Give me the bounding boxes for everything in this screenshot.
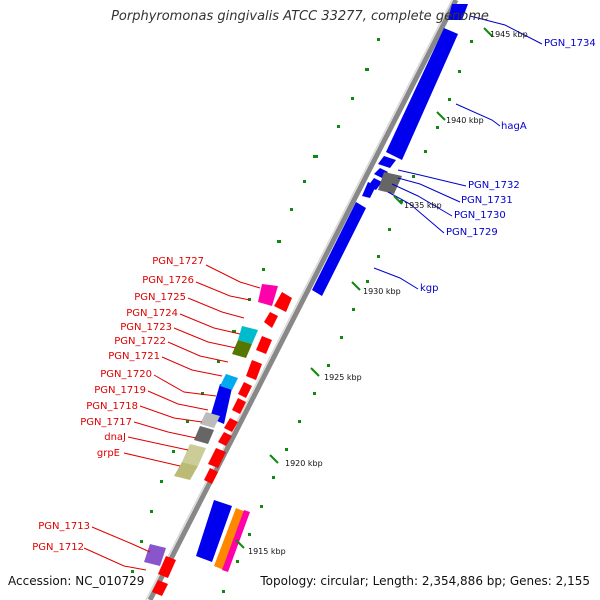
tick-label: 1915 kbp (248, 547, 286, 556)
tick-label: 1925 kbp (324, 373, 362, 382)
gene-hagA (386, 28, 458, 160)
gene-label-pgn-1713[interactable]: PGN_1713 (38, 521, 90, 532)
gene-pgn-1712 (144, 544, 166, 566)
genome-backbone (145, 0, 459, 600)
gene-pgn-1734 (448, 4, 468, 20)
gene-label-pgn-1726[interactable]: PGN_1726 (142, 275, 194, 286)
gc-content-track-inner (222, 40, 473, 593)
gene-pgn-1712b (158, 556, 176, 578)
genome-summary: Topology: circular; Length: 2,354,886 bp… (260, 574, 590, 588)
gene-pgn-1718 (200, 412, 220, 428)
rna-orange (214, 508, 246, 570)
gene-label-hagA[interactable]: hagA (501, 121, 527, 132)
gene-label-kgp[interactable]: kgp (420, 283, 439, 294)
gene-label-dnaJ[interactable]: dnaJ (104, 432, 126, 443)
tick-label: 1945 kbp (490, 30, 528, 39)
feature-boxes (144, 172, 402, 572)
gene-label-pgn-1718[interactable]: PGN_1718 (86, 401, 138, 412)
gene-pgn-1719b (224, 418, 238, 432)
gene-label-pgn-1720[interactable]: PGN_1720 (100, 369, 152, 380)
gc-content-track-outer (131, 38, 380, 573)
gene-pgn-1725 (264, 312, 278, 328)
scale-ticks (235, 27, 493, 549)
gene-grpE (174, 462, 198, 480)
gene-label-pgn-1723[interactable]: PGN_1723 (120, 322, 172, 333)
gene-label-pgn-1724[interactable]: PGN_1724 (126, 308, 178, 319)
gene-pgn-1713 (196, 500, 232, 562)
gene-pgn-1723 (232, 340, 252, 358)
genome-title: Porphyromonas gingivalis ATCC 33277, com… (111, 9, 489, 24)
gene-pgn-1721 (246, 360, 262, 380)
gene-pgn-1732 (378, 156, 396, 168)
tick-label: 1930 kbp (363, 287, 401, 296)
gene-label-pgn-1719[interactable]: PGN_1719 (94, 385, 146, 396)
forward-strand-genes (196, 4, 468, 562)
tick-label: 1920 kbp (285, 459, 323, 468)
gene-pgn-1719 (210, 384, 232, 424)
gene-pgn-1727 (258, 284, 278, 306)
gene-dnaJ (182, 444, 206, 466)
gene-pgn-1716 (204, 468, 218, 484)
gene-label-grpE[interactable]: grpE (96, 448, 120, 459)
gene-label-pgn-1727[interactable]: PGN_1727 (152, 256, 204, 267)
leader-lines-left (83, 264, 261, 571)
gene-label-pgn-1712[interactable]: PGN_1712 (32, 542, 84, 553)
gene-pgn-1720 (220, 374, 238, 390)
accession-label: Accession: NC_010729 (8, 574, 145, 588)
gene-pgn-1733 (378, 172, 402, 194)
gene-label-pgn-1732[interactable]: PGN_1732 (468, 180, 520, 191)
gene-label-pgn-1731[interactable]: PGN_1731 (461, 195, 513, 206)
gene-label-pgn-1729[interactable]: PGN_1729 (446, 227, 498, 238)
gene-label-pgn-1722[interactable]: PGN_1722 (114, 336, 166, 347)
tick-label: 1940 kbp (446, 116, 484, 125)
gene-label-pgn-1721[interactable]: PGN_1721 (108, 351, 160, 362)
gene-label-pgn-1734[interactable]: PGN_1734 (544, 38, 596, 49)
gene-pgn-1720b (232, 398, 246, 414)
gene-pgn-1717b (208, 448, 226, 468)
gene-pgn-1724 (238, 326, 258, 344)
gene-label-pgn-1730[interactable]: PGN_1730 (454, 210, 506, 221)
gene-pgn-1726 (274, 292, 292, 312)
gene-pgn-1717 (194, 426, 214, 444)
gene-label-pgn-1717[interactable]: PGN_1717 (80, 417, 132, 428)
gene-pgn-1722 (256, 336, 272, 354)
gene-pgn-1718b (218, 432, 232, 446)
gene-kgp (312, 202, 366, 296)
gene-label-pgn-1725[interactable]: PGN_1725 (134, 292, 186, 303)
gene-pgn-1711 (152, 580, 168, 596)
reverse-strand-genes (152, 292, 292, 596)
tick-label: 1935 kbp (404, 201, 442, 210)
gene-pgn-1721b (238, 382, 252, 398)
gene-pgn-1729 (362, 182, 376, 198)
